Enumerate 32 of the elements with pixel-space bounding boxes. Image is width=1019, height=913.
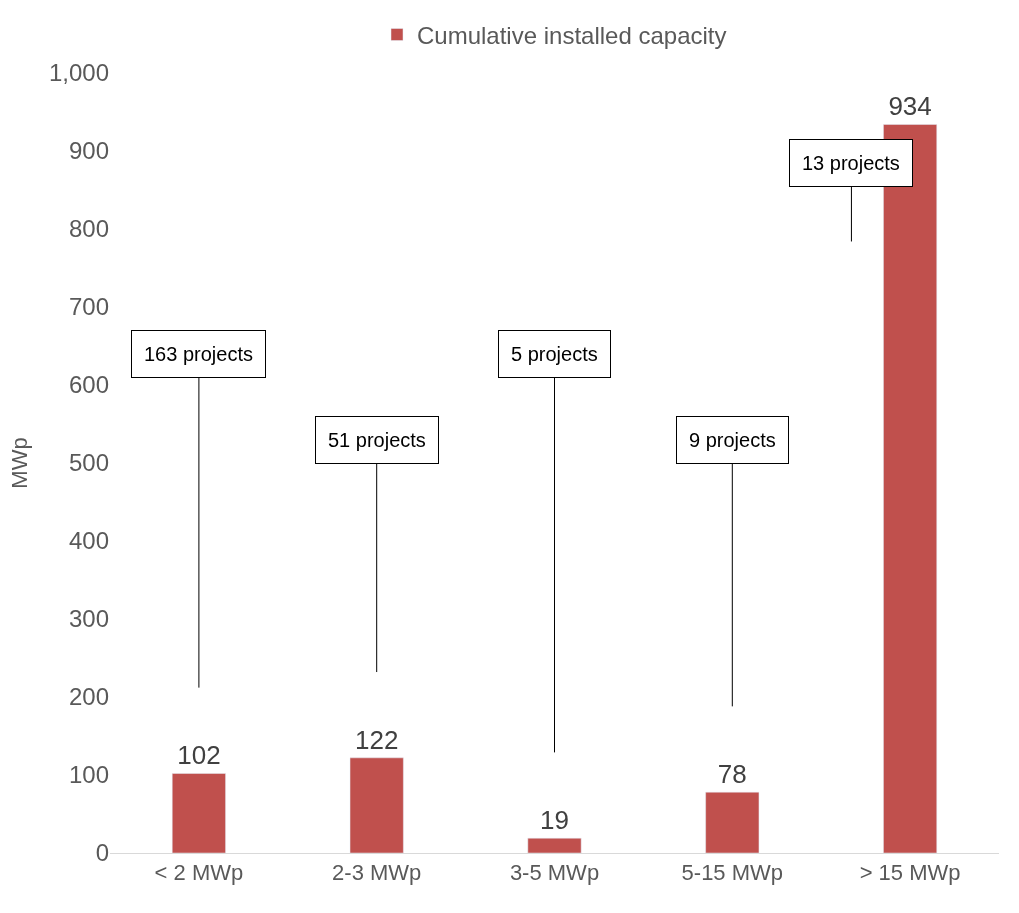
y-tick-label: 0	[95, 839, 109, 867]
y-tick-label: 300	[68, 605, 109, 633]
data-label: 78	[717, 759, 747, 790]
x-tick-label: 2-3 MWp	[332, 860, 422, 886]
annotation: 5 projects	[511, 343, 598, 365]
bar	[527, 837, 582, 853]
y-tick-label: 600	[68, 371, 109, 399]
annotation: 51 projects	[328, 429, 426, 451]
data-label: 19	[540, 805, 569, 836]
data-label: 122	[355, 724, 399, 755]
bar	[171, 773, 226, 853]
y-tick-label: 900	[68, 137, 109, 165]
y-tick-label: 700	[68, 293, 109, 321]
y-tick-label: 800	[68, 215, 109, 243]
data-label: 934	[888, 91, 932, 122]
x-tick-label: > 15 MWp	[859, 860, 961, 886]
y-tick-label: 500	[68, 449, 109, 477]
annotation: 13 projects	[802, 152, 900, 174]
y-axis-title: MWp	[6, 437, 32, 489]
bar	[349, 757, 404, 853]
x-tick-label: < 2 MWp	[154, 860, 244, 886]
legend-label: Cumulative installed capacity	[417, 21, 727, 49]
x-tick-label: 3-5 MWp	[509, 860, 600, 886]
x-tick-label: 5-15 MWp	[681, 860, 784, 886]
y-tick-label: 400	[68, 527, 109, 555]
y-tick-label: 100	[68, 761, 109, 789]
data-label: 102	[177, 740, 221, 771]
y-tick-label: 200	[68, 683, 109, 711]
y-tick-label: 1,000	[48, 59, 109, 87]
bar	[705, 791, 760, 853]
annotation: 163 projects	[144, 343, 253, 365]
annotation: 9 projects	[689, 429, 776, 451]
